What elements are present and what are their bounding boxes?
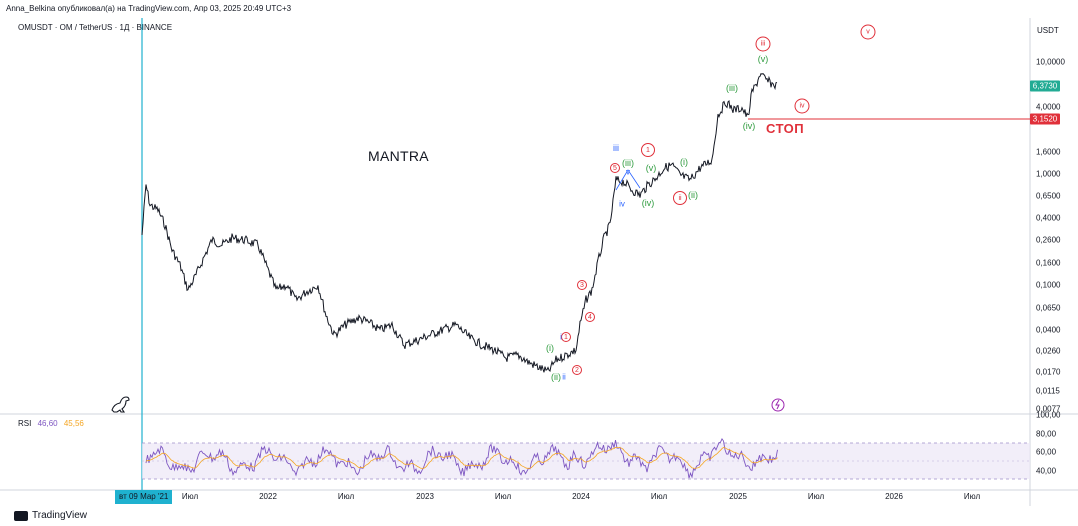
stop-price-tag: 3,1520	[1030, 113, 1060, 125]
symbol-legend[interactable]: OMUSDT · OM / TetherUS · 1Д · BINANCE	[18, 23, 173, 32]
price-tick: 1,6000	[1036, 147, 1061, 157]
price-tick: 0,1600	[1036, 258, 1061, 268]
price-tick: 0,6500	[1036, 191, 1061, 201]
wave-label: (i)	[546, 343, 554, 353]
rsi-value: 46,60	[37, 419, 58, 428]
wave-label: iv	[619, 199, 625, 209]
price-axis[interactable]: 10,0000 6,3730 4,0000 3,1520 1,6000 1,00…	[1030, 40, 1078, 414]
stop-text: СТОП	[766, 121, 805, 136]
price-tick: 10,0000	[1036, 57, 1065, 67]
wave-label: (v)	[757, 54, 769, 64]
time-tick: 2025	[729, 492, 747, 501]
wave-label: (iv)	[742, 121, 756, 131]
wave-circle: 1	[561, 332, 571, 342]
price-tick: 0,0260	[1036, 346, 1061, 356]
last-price-tag: 6,3730	[1030, 80, 1060, 92]
wave-label: (i)	[680, 157, 688, 167]
time-tick: Июл	[650, 492, 668, 501]
price-tick: 4,0000	[1036, 102, 1061, 112]
wave-label: (iii)	[622, 158, 634, 168]
wave-label: v	[626, 167, 630, 177]
time-tick: Июл	[494, 492, 512, 501]
rsi-tick: 60,00	[1036, 447, 1057, 457]
wave-label: (ii)	[551, 372, 561, 382]
wave-circle: iii	[755, 36, 771, 52]
price-tick: 0,4000	[1036, 213, 1061, 223]
rsi-tick: 80,00	[1036, 429, 1057, 439]
footer-brand[interactable]: TradingView	[14, 510, 87, 521]
wave-circle: v	[860, 24, 876, 40]
time-tick: 2024	[572, 492, 590, 501]
rsi-band	[142, 443, 1030, 479]
rsi-ma-value: 45,56	[63, 419, 84, 428]
price-series	[141, 72, 778, 373]
rsi-tick: 100,00	[1036, 410, 1061, 420]
wave-circle: 5	[610, 163, 620, 173]
dino-icon	[111, 396, 130, 413]
wave-circle: 4	[585, 312, 595, 322]
wave-label: iii	[613, 143, 619, 153]
price-tick: 0,0650	[1036, 303, 1061, 313]
price-tick: 0,0077	[1036, 404, 1061, 414]
wave-circle: ii	[673, 191, 687, 205]
wave-triangle	[615, 169, 641, 191]
tradingview-logo-icon	[14, 510, 28, 521]
rsi-title: RSI	[18, 419, 32, 428]
time-tick: 2026	[885, 492, 903, 501]
chart-title-text: MANTRA	[368, 148, 429, 164]
wave-label: i	[560, 332, 562, 342]
wave-label: (ii)	[688, 190, 698, 200]
publisher-info: Anna_Belkina опубликовал(а) на TradingVi…	[6, 4, 292, 13]
time-tick: 2022	[259, 492, 277, 501]
wave-circle: 3	[577, 280, 587, 290]
price-tick: 0,2600	[1036, 235, 1061, 245]
wave-circle: 1	[641, 143, 655, 157]
price-tick: 0,0170	[1036, 367, 1061, 377]
time-tick: 2023	[416, 492, 434, 501]
wave-label: ii	[562, 372, 566, 382]
wave-circle: iv	[794, 98, 810, 114]
time-axis[interactable]: вт 09 Мар '21 Июл 2022 Июл 2023 Июл 2024…	[0, 490, 1030, 506]
time-tick: Июл	[181, 492, 199, 501]
currency-label: USDT	[1037, 26, 1059, 35]
price-tick: 0,0115	[1036, 386, 1060, 396]
lightning-icon	[771, 398, 785, 412]
rsi-legend[interactable]: RSI 46,60 45,56	[18, 419, 84, 428]
time-tick: Июл	[337, 492, 355, 501]
crosshair-date-tag: вт 09 Мар '21	[115, 490, 173, 504]
wave-label: (iv)	[641, 198, 655, 208]
price-tick: 0,0400	[1036, 325, 1061, 335]
brand-text: TradingView	[32, 510, 88, 521]
time-tick: Июл	[807, 492, 825, 501]
rsi-line	[145, 438, 778, 479]
price-tick: 1,0000	[1036, 169, 1061, 179]
wave-circle: 2	[572, 365, 582, 375]
time-tick: Июл	[963, 492, 981, 501]
rsi-ma-line	[145, 446, 778, 469]
wave-label: (v)	[645, 163, 657, 173]
rsi-tick: 40,00	[1036, 466, 1057, 476]
wave-label: (iii)	[726, 83, 738, 93]
price-tick: 0,1000	[1036, 280, 1061, 290]
